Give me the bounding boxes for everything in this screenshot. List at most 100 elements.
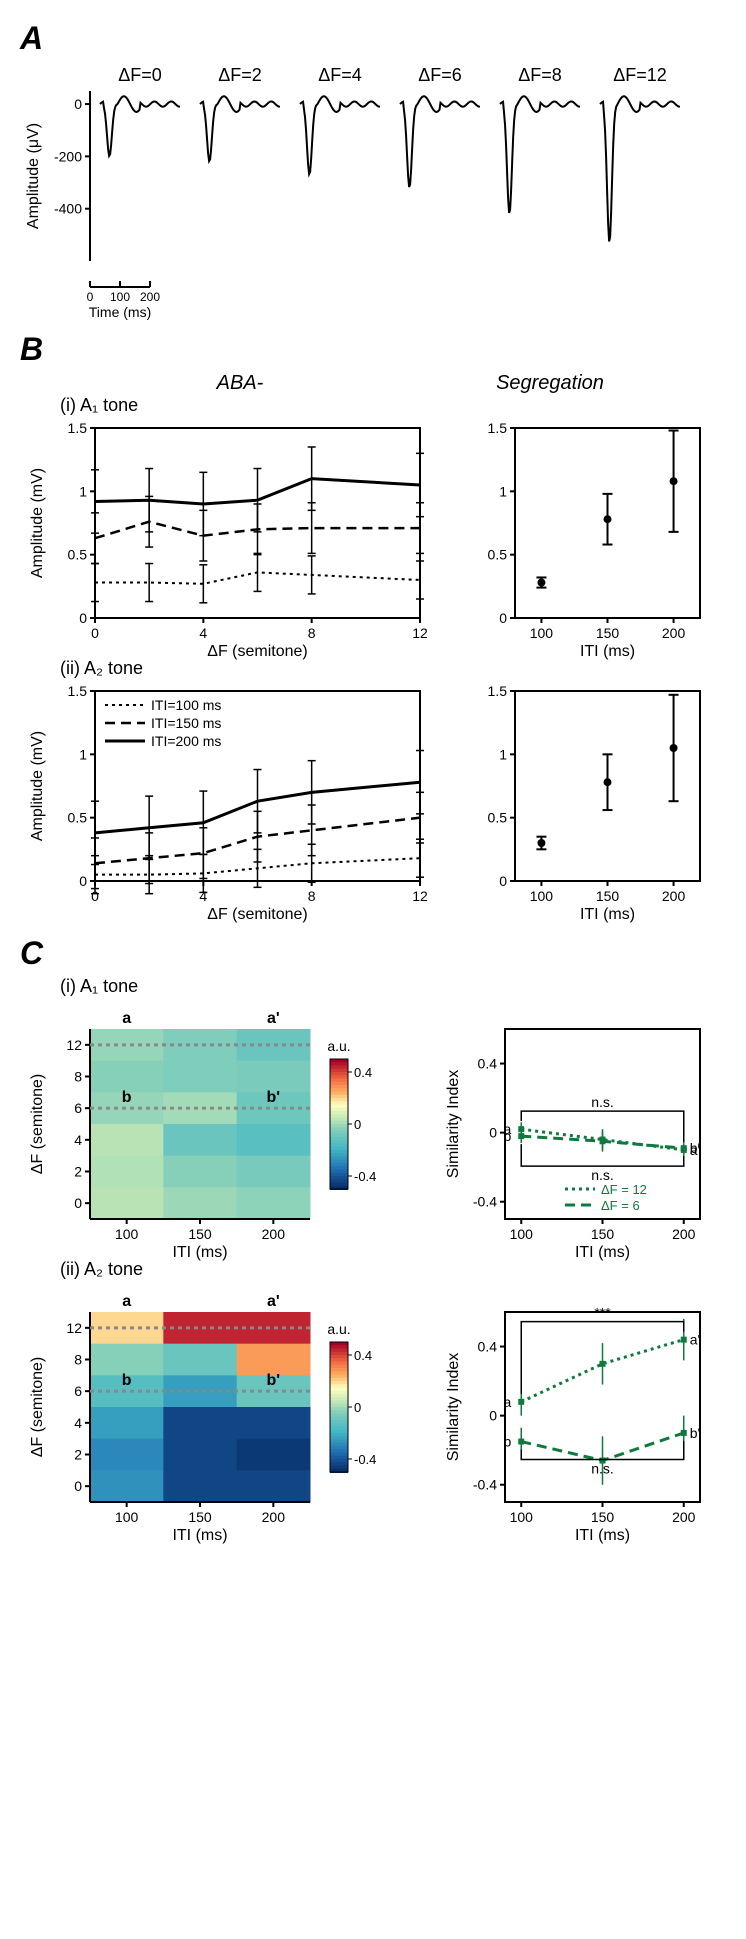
svg-text:0: 0 — [87, 290, 94, 304]
svg-text:Similarity Index: Similarity Index — [445, 1353, 462, 1461]
svg-text:n.s.: n.s. — [591, 1167, 614, 1183]
svg-text:100: 100 — [530, 888, 554, 904]
svg-text:-200: -200 — [54, 148, 82, 164]
svg-text:b: b — [122, 1372, 132, 1389]
svg-text:4: 4 — [199, 625, 207, 641]
svg-text:100: 100 — [115, 1509, 139, 1525]
svg-text:Amplitude (mV): Amplitude (mV) — [29, 731, 46, 841]
svg-text:a.u.: a.u. — [327, 1038, 350, 1054]
svg-text:0.4: 0.4 — [354, 1348, 372, 1363]
header-aba: ABA- — [60, 372, 420, 395]
svg-text:1: 1 — [499, 483, 507, 499]
svg-text:200: 200 — [672, 1226, 696, 1242]
svg-text:ΔF=12: ΔF=12 — [613, 65, 667, 85]
svg-text:-0.4: -0.4 — [354, 1169, 376, 1184]
svg-text:ITI (ms): ITI (ms) — [580, 906, 635, 923]
svg-text:ΔF (semitone): ΔF (semitone) — [29, 1357, 46, 1457]
svg-text:0.5: 0.5 — [68, 810, 88, 826]
svg-text:ITI=200 ms: ITI=200 ms — [151, 733, 221, 749]
svg-text:8: 8 — [308, 888, 316, 904]
panel-a-label: A — [20, 20, 726, 57]
svg-text:6: 6 — [74, 1383, 82, 1399]
panel-c-row1: 1001502001286420ITI (ms)ΔF (semitone)aa'… — [20, 999, 726, 1259]
svg-text:ITI (ms): ITI (ms) — [172, 1244, 227, 1261]
panel-c-sub2: (ii) A₂ tone — [60, 1259, 726, 1280]
svg-text:200: 200 — [662, 625, 686, 641]
svg-text:4: 4 — [74, 1132, 82, 1148]
svg-text:12: 12 — [412, 888, 428, 904]
svg-text:b': b' — [267, 1372, 281, 1389]
svg-text:ΔF = 12: ΔF = 12 — [601, 1182, 647, 1197]
svg-text:0: 0 — [489, 1408, 497, 1424]
svg-text:n.s.: n.s. — [591, 1094, 614, 1110]
svg-text:8: 8 — [308, 625, 316, 641]
svg-text:b: b — [503, 1434, 511, 1450]
svg-text:0.4: 0.4 — [478, 1339, 498, 1355]
svg-text:ITI (ms): ITI (ms) — [172, 1527, 227, 1544]
panel-c-sub1: (i) A₁ tone — [60, 976, 726, 997]
svg-text:0.5: 0.5 — [488, 810, 508, 826]
svg-text:150: 150 — [188, 1226, 212, 1242]
svg-text:12: 12 — [66, 1037, 82, 1053]
svg-text:ΔF (semitone): ΔF (semitone) — [207, 643, 307, 660]
svg-text:-0.4: -0.4 — [473, 1477, 497, 1493]
svg-text:0: 0 — [74, 1195, 82, 1211]
panel-b-sub2: (ii) A₂ tone — [60, 658, 726, 679]
svg-text:Amplitude (mV): Amplitude (mV) — [29, 468, 46, 578]
panel-b-sub1: (i) A₁ tone — [60, 395, 726, 416]
svg-text:200: 200 — [672, 1509, 696, 1525]
svg-text:b: b — [122, 1089, 132, 1106]
svg-text:Similarity Index: Similarity Index — [445, 1070, 462, 1178]
svg-text:1.5: 1.5 — [488, 420, 508, 436]
svg-text:100: 100 — [510, 1509, 534, 1525]
svg-text:b': b' — [690, 1425, 700, 1441]
svg-text:0: 0 — [354, 1400, 361, 1415]
svg-text:b': b' — [690, 1140, 700, 1156]
svg-text:150: 150 — [591, 1509, 615, 1525]
svg-text:2: 2 — [74, 1447, 82, 1463]
svg-text:0: 0 — [79, 873, 87, 889]
panel-a: 0-200-400Amplitude (μV)0100200Time (ms)Δ… — [20, 61, 726, 321]
svg-text:1.5: 1.5 — [68, 683, 88, 699]
svg-text:1: 1 — [79, 746, 87, 762]
svg-text:-0.4: -0.4 — [354, 1452, 376, 1467]
svg-text:ΔF (semitone): ΔF (semitone) — [207, 906, 307, 923]
panel-c-row2: 1001502001286420ITI (ms)ΔF (semitone)aa'… — [20, 1282, 726, 1542]
svg-text:1.5: 1.5 — [68, 420, 88, 436]
svg-text:200: 200 — [140, 290, 160, 304]
svg-text:b': b' — [267, 1089, 281, 1106]
svg-text:150: 150 — [596, 625, 620, 641]
svg-text:0.5: 0.5 — [68, 547, 88, 563]
svg-text:0: 0 — [79, 610, 87, 626]
svg-text:ΔF (semitone): ΔF (semitone) — [29, 1074, 46, 1174]
svg-text:0: 0 — [91, 625, 99, 641]
svg-text:200: 200 — [662, 888, 686, 904]
svg-text:4: 4 — [74, 1415, 82, 1431]
svg-text:0: 0 — [489, 1125, 497, 1141]
panel-b-row2: 0481200.511.5ΔF (semitone)Amplitude (mV)… — [20, 681, 726, 921]
svg-text:-400: -400 — [54, 201, 82, 217]
svg-text:a': a' — [267, 1293, 280, 1310]
svg-text:6: 6 — [74, 1100, 82, 1116]
svg-text:a: a — [503, 1394, 511, 1410]
svg-text:a': a' — [690, 1332, 700, 1348]
svg-text:100: 100 — [530, 625, 554, 641]
svg-text:2: 2 — [74, 1164, 82, 1180]
svg-text:1: 1 — [499, 746, 507, 762]
svg-text:100: 100 — [110, 290, 130, 304]
svg-text:100: 100 — [115, 1226, 139, 1242]
svg-text:12: 12 — [412, 625, 428, 641]
svg-text:-0.4: -0.4 — [473, 1194, 497, 1210]
svg-text:0.5: 0.5 — [488, 547, 508, 563]
svg-text:ΔF = 6: ΔF = 6 — [601, 1198, 640, 1213]
svg-text:a: a — [122, 1293, 131, 1310]
svg-text:ΔF=8: ΔF=8 — [518, 65, 562, 85]
svg-text:ITI=100 ms: ITI=100 ms — [151, 697, 221, 713]
svg-text:ΔF=0: ΔF=0 — [118, 65, 162, 85]
svg-text:a: a — [122, 1010, 131, 1027]
svg-text:a': a' — [267, 1010, 280, 1027]
svg-text:n.s.: n.s. — [591, 1461, 614, 1477]
svg-text:150: 150 — [591, 1226, 615, 1242]
svg-text:1: 1 — [79, 483, 87, 499]
svg-text:b: b — [503, 1128, 511, 1144]
